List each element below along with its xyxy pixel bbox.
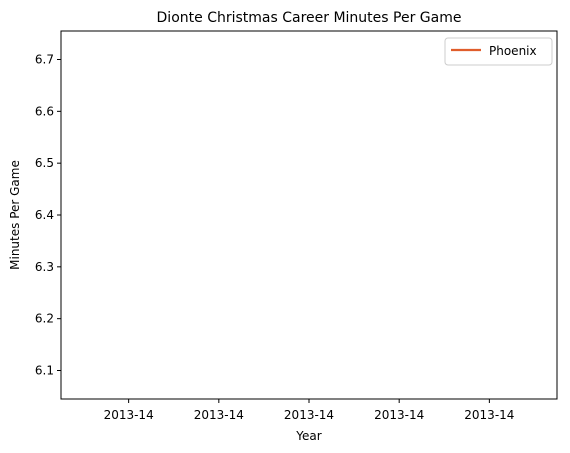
x-tick-label: 2013-14 [464, 408, 514, 422]
y-tick-label: 6.3 [35, 260, 54, 274]
y-tick-label: 6.1 [35, 363, 54, 377]
x-tick-label: 2013-14 [194, 408, 244, 422]
y-tick-label: 6.5 [35, 156, 54, 170]
y-tick-label: 6.6 [35, 104, 54, 118]
x-tick-label: 2013-14 [374, 408, 424, 422]
y-axis-label: Minutes Per Game [8, 160, 22, 270]
x-axis-ticks: 2013-14 2013-14 2013-14 2013-14 2013-14 [104, 399, 514, 422]
x-tick-label: 2013-14 [284, 408, 334, 422]
plot-area [60, 30, 558, 400]
y-tick-label: 6.2 [35, 312, 54, 326]
legend-box [444, 37, 553, 66]
y-axis-ticks: 6.1 6.2 6.3 6.4 6.5 6.6 6.7 [35, 53, 61, 377]
chart-title: Dionte Christmas Career Minutes Per Game [157, 10, 462, 26]
y-tick-label: 6.4 [35, 208, 54, 222]
y-tick-label: 6.7 [35, 53, 54, 67]
legend-label: Phoenix [489, 44, 537, 58]
x-tick-label: 2013-14 [104, 408, 154, 422]
x-axis-label: Year [295, 429, 321, 443]
legend: Phoenix [444, 37, 553, 66]
